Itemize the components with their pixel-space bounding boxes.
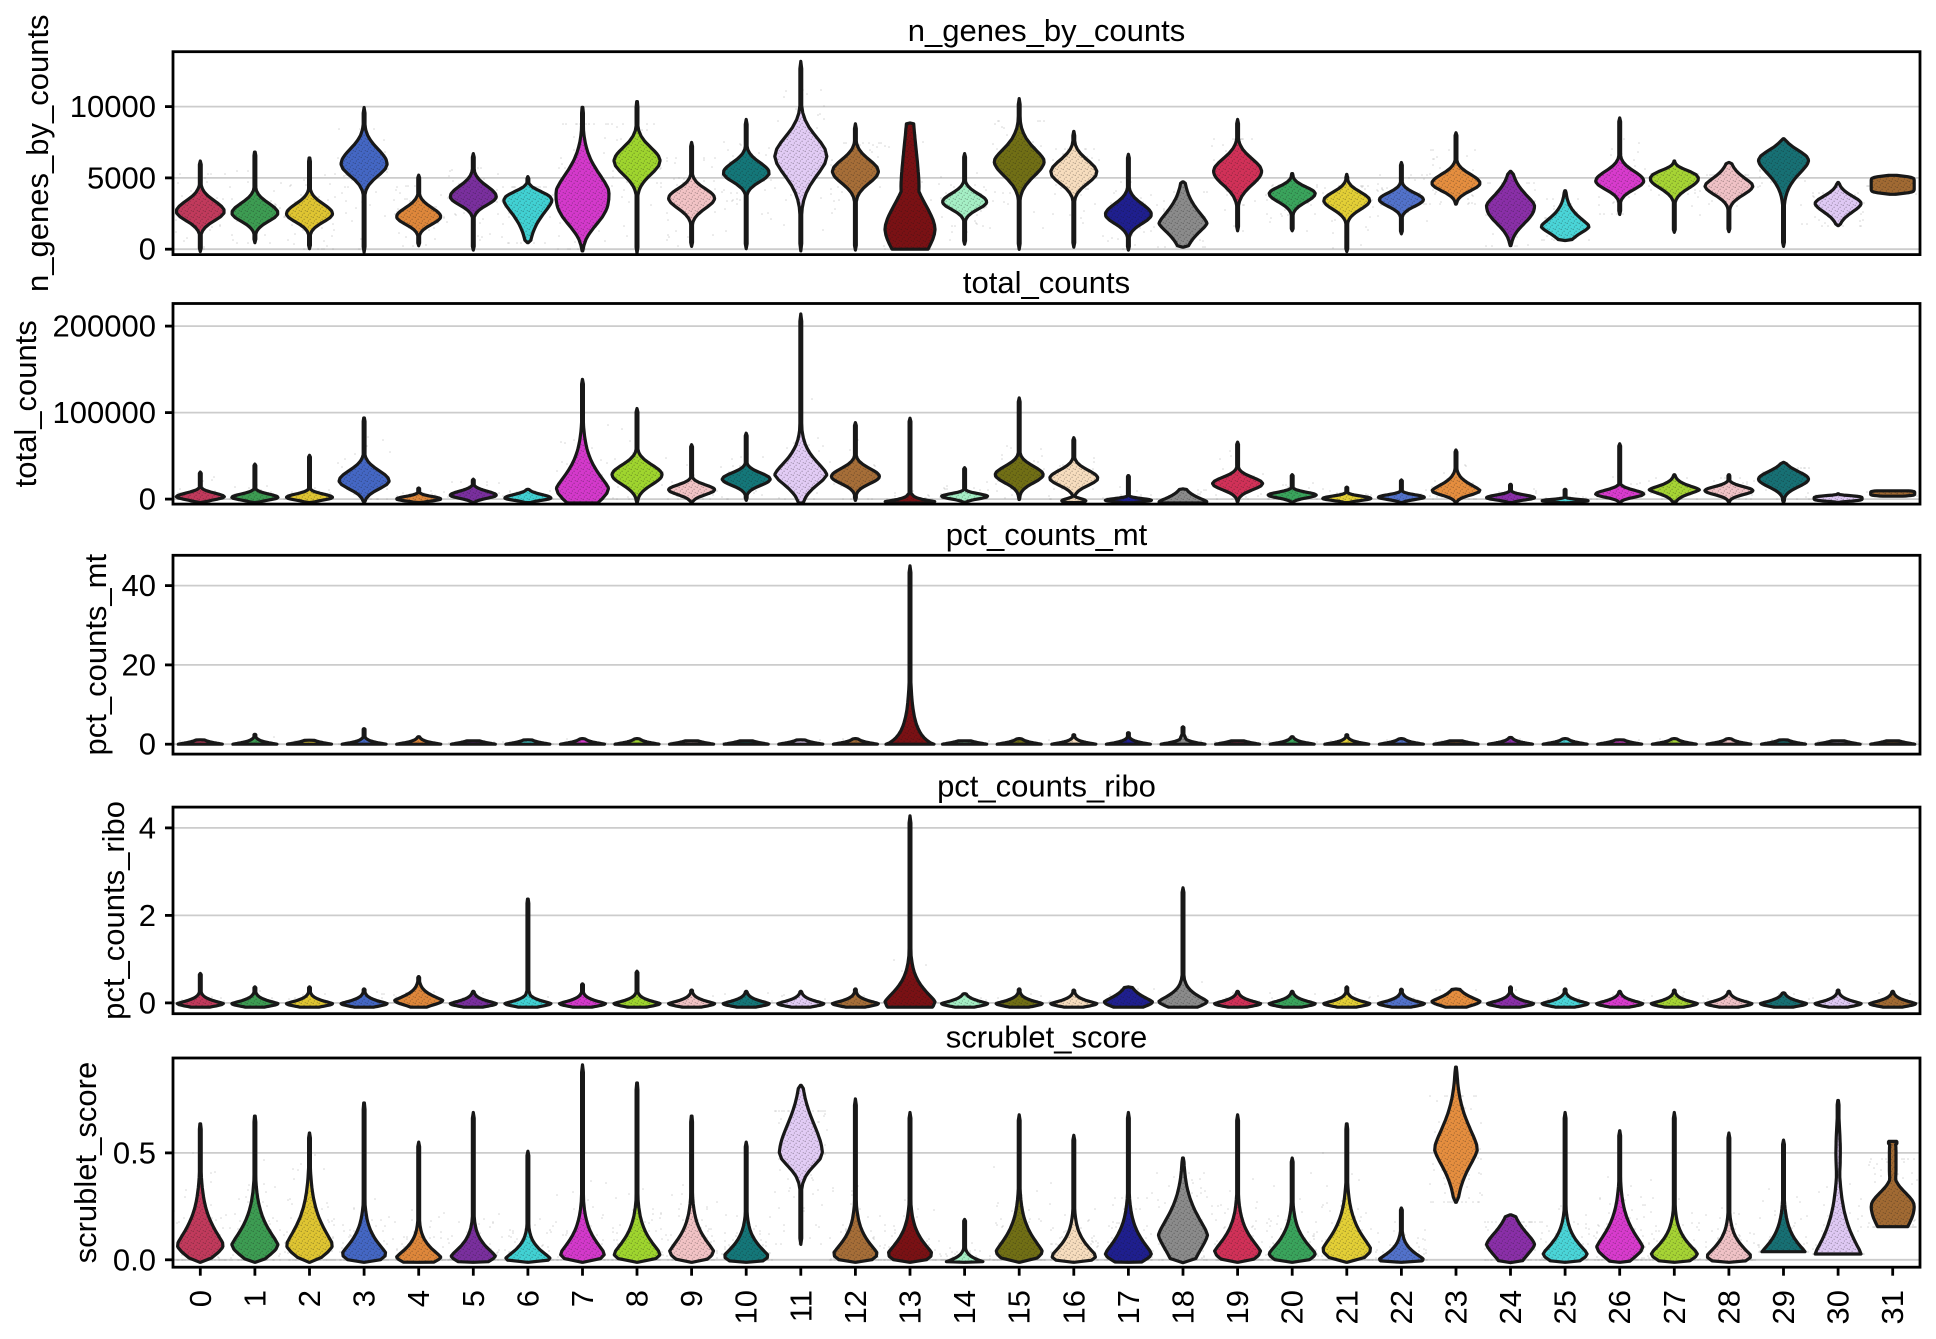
- svg-text:23: 23: [1439, 1290, 1474, 1324]
- svg-text:0.0: 0.0: [113, 1242, 156, 1277]
- svg-text:total_counts: total_counts: [963, 265, 1130, 300]
- svg-text:n_genes_by_counts: n_genes_by_counts: [20, 14, 55, 292]
- svg-text:24: 24: [1493, 1290, 1528, 1324]
- svg-text:pct_counts_ribo: pct_counts_ribo: [96, 801, 131, 1020]
- svg-text:7: 7: [565, 1290, 600, 1307]
- svg-text:28: 28: [1711, 1290, 1746, 1324]
- svg-text:10000: 10000: [70, 89, 156, 124]
- svg-text:0: 0: [139, 482, 156, 517]
- svg-text:0: 0: [183, 1290, 218, 1307]
- svg-text:11: 11: [783, 1290, 818, 1322]
- svg-text:n_genes_by_counts: n_genes_by_counts: [908, 13, 1186, 48]
- svg-text:9: 9: [674, 1290, 709, 1307]
- svg-text:22: 22: [1384, 1290, 1419, 1324]
- svg-text:0.5: 0.5: [113, 1135, 156, 1170]
- svg-text:14: 14: [947, 1290, 982, 1324]
- svg-text:6: 6: [510, 1290, 545, 1307]
- svg-text:17: 17: [1111, 1290, 1146, 1324]
- svg-text:0: 0: [139, 232, 156, 267]
- svg-text:18: 18: [1166, 1290, 1201, 1324]
- svg-text:total_counts: total_counts: [8, 320, 43, 487]
- svg-text:200000: 200000: [53, 309, 156, 344]
- svg-text:100000: 100000: [53, 395, 156, 430]
- svg-text:5: 5: [456, 1290, 491, 1307]
- svg-text:20: 20: [1275, 1290, 1310, 1324]
- svg-text:15: 15: [1002, 1290, 1037, 1324]
- svg-text:0: 0: [139, 727, 156, 762]
- svg-text:26: 26: [1602, 1290, 1637, 1324]
- svg-text:4: 4: [139, 810, 156, 845]
- svg-text:5000: 5000: [87, 160, 156, 195]
- svg-text:25: 25: [1548, 1290, 1583, 1324]
- svg-text:30: 30: [1821, 1290, 1856, 1324]
- svg-text:scrublet_score: scrublet_score: [68, 1062, 103, 1264]
- svg-text:scrublet_score: scrublet_score: [946, 1020, 1148, 1055]
- svg-text:16: 16: [1056, 1290, 1091, 1324]
- svg-text:20: 20: [122, 647, 156, 682]
- svg-text:10: 10: [729, 1290, 764, 1324]
- svg-text:0: 0: [139, 985, 156, 1020]
- svg-text:19: 19: [1220, 1290, 1255, 1324]
- svg-text:31: 31: [1875, 1290, 1910, 1324]
- svg-text:27: 27: [1657, 1290, 1692, 1324]
- svg-text:12: 12: [838, 1290, 873, 1324]
- svg-text:21: 21: [1329, 1290, 1364, 1324]
- svg-text:2: 2: [139, 898, 156, 933]
- svg-text:pct_counts_mt: pct_counts_mt: [946, 517, 1148, 552]
- svg-text:4: 4: [401, 1290, 436, 1307]
- svg-text:1: 1: [237, 1290, 272, 1307]
- svg-text:40: 40: [122, 568, 156, 603]
- svg-text:3: 3: [347, 1290, 382, 1307]
- svg-text:13: 13: [893, 1290, 928, 1324]
- svg-text:2: 2: [292, 1290, 327, 1307]
- svg-text:pct_counts_ribo: pct_counts_ribo: [937, 769, 1156, 804]
- svg-text:29: 29: [1766, 1290, 1801, 1324]
- svg-text:pct_counts_mt: pct_counts_mt: [78, 554, 113, 756]
- svg-text:8: 8: [620, 1290, 655, 1307]
